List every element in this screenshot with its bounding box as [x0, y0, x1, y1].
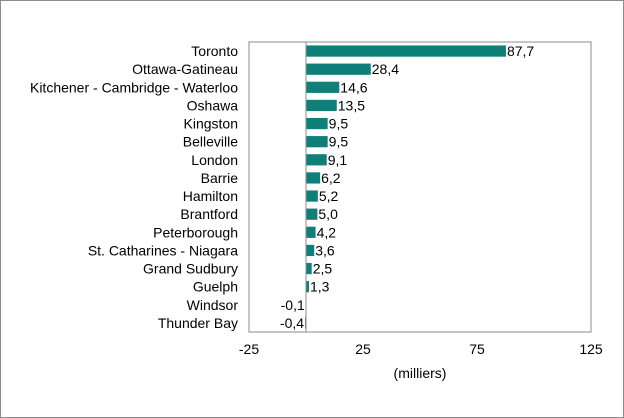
bar-5 — [306, 136, 328, 148]
value-label-3: 13,5 — [338, 97, 365, 113]
value-label-9: 5,0 — [318, 206, 338, 222]
x-axis-title: (milliers) — [394, 365, 447, 381]
category-label-6: London — [191, 152, 238, 168]
value-label-6: 9,1 — [328, 152, 348, 168]
bar-1 — [306, 63, 371, 75]
value-label-15: -0,4 — [280, 315, 304, 331]
value-labels-group: 87,7 28,4 14,6 13,5 9,5 9,5 9,1 6,2 5,2 5,0 4,2 3,6… — [280, 43, 534, 331]
bar-2 — [306, 81, 340, 93]
x-tick-label-0: -25 — [239, 341, 259, 357]
value-label-4: 9,5 — [329, 116, 349, 132]
value-label-14: -0,1 — [281, 297, 305, 313]
value-label-1: 28,4 — [372, 61, 399, 77]
x-tick-label-3: 125 — [579, 341, 603, 357]
category-label-12: Grand Sudbury — [143, 261, 238, 277]
value-label-10: 4,2 — [317, 224, 337, 240]
plot-area-border — [248, 41, 592, 333]
value-label-5: 9,5 — [329, 134, 349, 150]
bar-0 — [306, 45, 506, 57]
bar-6 — [306, 154, 327, 166]
bar-4 — [306, 117, 328, 130]
x-tick-label-1: 25 — [355, 341, 371, 357]
category-label-14: Windsor — [187, 297, 239, 313]
category-label-9: Brantford — [180, 206, 238, 222]
bars-group — [305, 45, 506, 329]
category-label-8: Hamilton — [183, 188, 238, 204]
value-label-13: 1,3 — [310, 279, 330, 295]
bar-11 — [306, 244, 315, 257]
category-label-2: Kitchener - Cambridge - Waterloo — [30, 79, 238, 95]
bar-8 — [306, 190, 318, 202]
category-label-13: Guelph — [193, 279, 238, 295]
value-label-7: 6,2 — [321, 170, 341, 186]
category-label-7: Barrie — [201, 170, 239, 186]
bar-13 — [306, 281, 309, 293]
plot-area — [248, 41, 592, 333]
bar-12 — [306, 262, 312, 275]
category-label-0: Toronto — [191, 43, 238, 59]
value-label-2: 14,6 — [340, 79, 367, 95]
category-label-1: Ottawa-Gatineau — [132, 61, 238, 77]
x-tick-labels-group: -25 25 75 125 — [239, 341, 603, 357]
bar-9 — [306, 208, 318, 220]
x-tick-label-2: 75 — [469, 341, 485, 357]
category-label-5: Belleville — [183, 134, 238, 150]
category-label-11: St. Catharines - Niagara — [88, 242, 238, 258]
value-label-0: 87,7 — [507, 43, 534, 59]
bar-10 — [306, 226, 316, 238]
bar-7 — [306, 172, 321, 184]
value-label-12: 2,5 — [313, 261, 333, 277]
category-label-4: Kingston — [184, 116, 238, 132]
bar-3 — [306, 99, 337, 112]
category-label-10: Peterborough — [153, 224, 238, 240]
category-labels-group: Toronto Ottawa-Gatineau Kitchener - Cambri… — [30, 43, 238, 331]
value-label-8: 5,2 — [319, 188, 339, 204]
category-label-3: Oshawa — [187, 97, 239, 113]
category-label-15: Thunder Bay — [158, 315, 238, 331]
value-label-11: 3,6 — [315, 242, 335, 258]
